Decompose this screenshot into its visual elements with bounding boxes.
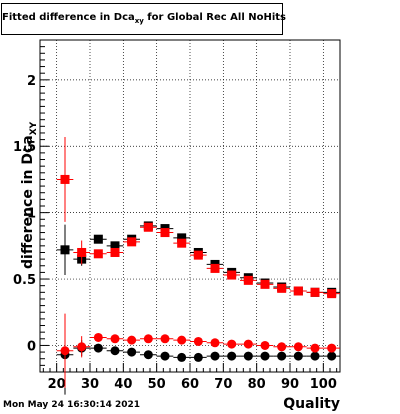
data-point-square	[243, 275, 253, 285]
chart-title-rest: for Global Rec All NoHits	[143, 12, 287, 23]
data-point-square	[227, 270, 237, 280]
data-point-circle	[193, 352, 203, 362]
data-point-circle	[310, 343, 320, 353]
data-point-circle	[143, 334, 153, 344]
x-tick-label: 20	[48, 377, 66, 392]
y-tick-label: 1	[27, 207, 36, 222]
data-point-circle	[327, 351, 337, 361]
x-tick-label: 100	[310, 377, 337, 392]
data-point-square	[193, 250, 203, 260]
x-axis-label: Quality	[283, 396, 340, 412]
x-tick-label: 90	[281, 377, 299, 392]
data-point-circle	[177, 335, 187, 345]
y-tick-label: 0	[27, 339, 36, 354]
data-point-circle	[227, 339, 237, 349]
data-point-circle	[127, 335, 137, 345]
data-point-square	[127, 237, 137, 247]
data-point-circle	[210, 338, 220, 348]
data-point-square	[60, 174, 70, 184]
data-point-circle	[260, 351, 270, 361]
x-tick-label: 60	[181, 377, 199, 392]
data-point-square	[260, 279, 270, 289]
y-tick-label: 1.5	[13, 140, 36, 155]
data-point-circle	[110, 334, 120, 344]
data-point-circle	[93, 343, 103, 353]
data-point-circle	[327, 343, 337, 353]
data-point-circle	[310, 351, 320, 361]
data-point-square	[293, 286, 303, 296]
data-point-square	[177, 238, 187, 248]
data-point-square	[177, 233, 187, 243]
data-point-square	[60, 245, 70, 255]
series-3-circle-markers	[56, 314, 340, 395]
data-point-square	[110, 247, 120, 257]
data-point-square	[143, 222, 153, 232]
data-point-circle	[110, 346, 120, 356]
chart-title: Fitted difference in Dcaxy for Global Re…	[2, 12, 286, 25]
series-4-circle-markers	[56, 313, 340, 388]
data-point-circle	[277, 351, 287, 361]
data-point-square	[277, 283, 287, 293]
data-point-circle	[177, 352, 187, 362]
data-point-circle	[160, 334, 170, 344]
timestamp: Mon May 24 16:30:14 2021	[3, 400, 141, 410]
x-tick-label: 40	[114, 377, 132, 392]
y-tick-label: 2	[27, 74, 36, 89]
data-point-circle	[277, 342, 287, 352]
series-2-square-markers	[56, 136, 340, 299]
x-tick-label: 30	[81, 377, 99, 392]
data-point-square	[160, 228, 170, 238]
data-point-circle	[143, 350, 153, 360]
data-point-circle	[293, 342, 303, 352]
x-tick-label: 70	[214, 377, 232, 392]
data-point-circle	[60, 346, 70, 356]
chart-title-main: Fitted difference in Dca	[2, 12, 135, 23]
data-point-circle	[243, 351, 253, 361]
data-point-circle	[77, 342, 87, 352]
x-tick-label: 50	[148, 377, 166, 392]
y-tick-label: 0.5	[13, 273, 36, 288]
chart-title-subscript: xy	[134, 17, 144, 25]
data-point-square	[310, 287, 320, 297]
data-point-circle	[93, 332, 103, 342]
data-point-circle	[160, 351, 170, 361]
data-point-circle	[127, 347, 137, 357]
data-point-circle	[260, 340, 270, 350]
chart-title-box: Fitted difference in Dcaxy for Global Re…	[1, 3, 286, 35]
data-point-circle	[193, 336, 203, 346]
data-point-square	[93, 249, 103, 259]
data-point-circle	[210, 351, 220, 361]
data-point-circle	[227, 351, 237, 361]
data-point-square	[110, 241, 120, 251]
data-point-circle	[243, 339, 253, 349]
data-point-square	[210, 263, 220, 273]
data-point-square	[327, 289, 337, 299]
data-point-square	[93, 234, 103, 244]
data-point-circle	[293, 351, 303, 361]
x-tick-label: 80	[248, 377, 266, 392]
data-point-square	[77, 247, 87, 257]
